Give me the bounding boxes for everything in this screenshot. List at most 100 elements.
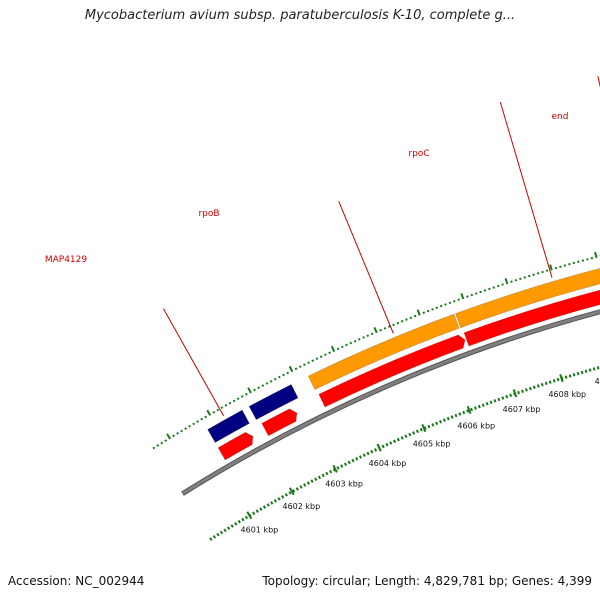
gene-label: rpoC <box>408 149 429 159</box>
outer-tick <box>257 386 261 390</box>
outer-tick <box>400 319 404 323</box>
outer-tick <box>362 336 365 339</box>
inner-tick <box>226 526 231 530</box>
inner-tick <box>505 394 509 399</box>
inner-tick <box>366 451 370 456</box>
kbp-major-tick <box>559 373 564 383</box>
outer-tick <box>349 341 353 345</box>
outer-tick <box>426 309 430 313</box>
outer-tick <box>373 326 378 334</box>
outer-tick <box>479 290 482 294</box>
outer-tick <box>303 363 306 367</box>
inner-tick <box>252 511 256 516</box>
outer-tick <box>261 384 265 387</box>
inner-tick <box>556 377 560 382</box>
outer-tick <box>269 379 273 383</box>
map-title: Mycobacterium avium subsp. paratuberculo… <box>84 8 516 23</box>
outer-tick <box>492 286 496 289</box>
outer-tick <box>457 298 460 301</box>
kbp-major-tick <box>466 405 472 415</box>
inner-tick <box>408 432 412 437</box>
orf-arrow <box>463 289 600 347</box>
outer-tick <box>192 422 195 426</box>
gene-label-leader <box>499 101 553 278</box>
outer-tick <box>220 406 224 410</box>
kbp-major-tick <box>332 464 338 473</box>
inner-tick <box>306 481 310 485</box>
outer-tick <box>294 367 298 371</box>
inner-tick <box>358 455 363 459</box>
inner-tick <box>295 487 299 491</box>
inner-tick <box>415 429 419 434</box>
inner-tick <box>454 413 458 418</box>
outer-tick <box>357 338 361 341</box>
outer-tick <box>466 295 469 298</box>
inner-tick <box>572 373 576 377</box>
outer-tick <box>387 325 391 328</box>
gene-block <box>207 409 250 443</box>
outer-tick <box>488 287 491 291</box>
outer-tick <box>340 345 344 349</box>
inner-tick <box>237 519 241 524</box>
outer-tick <box>586 258 589 261</box>
inner-tick <box>310 479 314 483</box>
gene-block <box>455 268 600 329</box>
inner-tick <box>525 388 528 392</box>
inner-tick <box>477 404 481 409</box>
inner-tick <box>466 409 470 413</box>
inner-tick <box>209 537 213 541</box>
outer-tick <box>581 259 585 262</box>
inner-tick-track: 4601 kbp 4602 kbp 4603 kbp 4604 kbp 4605 kbp… <box>209 366 600 541</box>
inner-tick <box>288 491 292 495</box>
inner-tick <box>552 379 556 383</box>
gene-label-leader <box>162 308 225 417</box>
inner-tick <box>212 535 217 539</box>
inner-tick <box>489 400 493 405</box>
outer-tick <box>523 276 527 279</box>
inner-tick <box>219 530 224 535</box>
outer-tick <box>184 427 187 430</box>
inner-tick <box>266 503 270 507</box>
kbp-label: 4601 kbp <box>241 526 279 535</box>
inner-tick <box>497 397 501 402</box>
outer-tick <box>311 359 315 362</box>
inner-tick <box>234 522 238 526</box>
kbp-major-tick <box>246 511 253 520</box>
gene-block <box>248 384 299 421</box>
inner-tick <box>244 515 249 520</box>
outer-tick <box>554 266 558 270</box>
inner-tick <box>400 436 404 440</box>
gene-label: rpoB <box>198 209 219 219</box>
kbp-label: 4604 kbp <box>369 459 407 468</box>
inner-tick <box>355 456 359 461</box>
outer-tick <box>200 417 204 421</box>
inner-tick <box>592 367 596 371</box>
outer-tick <box>572 261 576 265</box>
inner-tick <box>532 385 536 390</box>
kbp-label: 4609 kbp <box>595 377 600 386</box>
inner-tick <box>270 501 274 505</box>
outer-tick <box>212 410 216 414</box>
inner-tick <box>262 505 267 509</box>
inner-tick <box>230 524 234 528</box>
inner-tick <box>314 477 318 482</box>
kbp-label: 4605 kbp <box>413 440 451 449</box>
inner-tick <box>381 444 385 449</box>
inner-tick <box>584 369 588 373</box>
outer-tick <box>444 303 447 306</box>
backbone-line <box>181 310 600 495</box>
outer-tick <box>577 260 580 263</box>
outer-tick <box>330 345 336 353</box>
orf-arrow <box>318 334 466 408</box>
outer-tick <box>409 316 413 320</box>
outer-tick <box>164 439 168 442</box>
outer-tick <box>204 415 208 419</box>
inner-tick <box>389 441 393 445</box>
inner-tick <box>303 483 307 487</box>
inner-tick <box>548 380 552 384</box>
inner-tick <box>277 497 281 501</box>
inner-tick <box>458 412 462 416</box>
outer-tick <box>590 256 594 260</box>
inner-tick <box>462 410 466 415</box>
outer-tick <box>532 273 535 276</box>
